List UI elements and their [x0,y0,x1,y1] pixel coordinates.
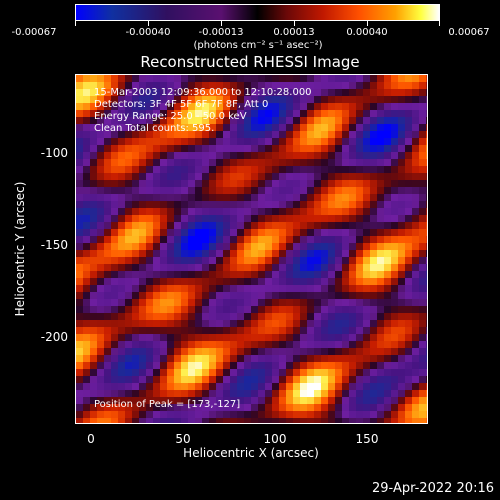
colorbar-tick [221,21,222,26]
x-tick-label: 150 [355,432,379,446]
info-time-range: 15-Mar-2003 12:09:36.000 to 12:10:28.000 [94,87,312,98]
info-detectors: Detectors: 3F 4F 5F 6F 7F 8F, Att 0 [94,99,269,110]
x-tick-label: 50 [175,432,191,446]
colorbar-tick [294,21,295,26]
info-clean-counts: Clean Total counts: 595. [94,123,215,134]
colorbar-tick-label: -0.00040 [125,27,171,38]
y-tick-label: -150 [40,238,68,252]
image-plot-area: 15-Mar-2003 12:09:36.000 to 12:10:28.000… [75,74,428,424]
timestamp: 29-Apr-2022 20:16 [372,481,494,496]
colorbar-tick [148,21,149,26]
heatmap-image [76,75,427,423]
plot-title: Reconstructed RHESSI Image [140,53,360,71]
colorbar-tick-label: -0.00013 [198,27,244,38]
colorbar-tick [439,21,440,26]
colorbar [75,4,440,21]
colorbar-tick [367,21,368,26]
y-axis-label: Heliocentric Y (arcsec) [13,181,27,317]
colorbar-tick-label: -0.00067 [11,27,57,38]
y-tick-label: -100 [40,146,68,160]
x-axis-label: Heliocentric X (arcsec) [183,446,319,460]
x-tick-label: 0 [87,432,95,446]
x-tick-label: 100 [263,432,287,446]
info-energy-range: Energy Range: 25.0 - 50.0 keV [94,111,247,122]
colorbar-tick-label: 0.00013 [273,27,315,38]
info-peak-position: Position of Peak = [173,-127] [94,399,241,410]
colorbar-units: (photons cm⁻² s⁻¹ asec⁻²) [193,40,323,51]
colorbar-tick-label: 0.00067 [448,27,490,38]
colorbar-tick-label: 0.00040 [346,27,388,38]
colorbar-tick [75,21,76,26]
y-tick-label: -200 [40,330,68,344]
